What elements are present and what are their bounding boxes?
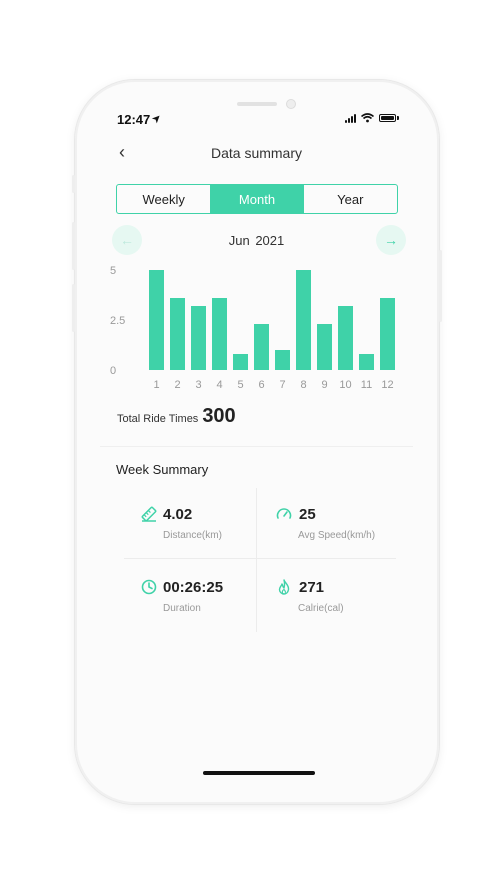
bar[interactable] xyxy=(380,298,395,370)
arrow-right-icon: → xyxy=(384,232,398,248)
distance-value: 4.02 xyxy=(163,506,193,523)
x-tick-label: 3 xyxy=(195,379,201,391)
prev-period-button[interactable]: ← xyxy=(112,225,142,255)
bar[interactable] xyxy=(317,324,332,370)
x-tick-label: 11 xyxy=(361,379,372,391)
tab-weekly[interactable]: Weekly xyxy=(142,191,185,207)
tab-month[interactable]: Month xyxy=(210,185,304,213)
avg-speed-value: 25 xyxy=(299,506,316,523)
clock-icon xyxy=(141,579,157,595)
bar[interactable] xyxy=(296,270,311,370)
signal-icon xyxy=(345,113,356,123)
duration-value: 00:26:25 xyxy=(163,579,224,596)
calorie-label: Calrie(cal) xyxy=(298,603,344,614)
bar[interactable] xyxy=(149,270,164,370)
monthly-bar-chart: 52.501 2 3 4 5 6 7 8 9 10 11 12 xyxy=(110,265,395,391)
bar[interactable] xyxy=(212,298,227,370)
period-label: Jun 2021 xyxy=(228,233,285,248)
divider xyxy=(256,488,257,632)
x-tick-label: 4 xyxy=(216,379,222,391)
y-tick-label: 2.5 xyxy=(110,315,125,327)
ruler-icon xyxy=(141,506,157,522)
period-tabs: Weekly Month Year xyxy=(116,184,398,214)
total-label: Total Ride Times xyxy=(117,413,199,425)
side-button xyxy=(72,175,75,193)
side-button xyxy=(72,284,75,332)
battery-cap xyxy=(397,116,399,120)
total-ride-times: Total Ride Times 300 xyxy=(117,405,236,428)
x-tick-label: 10 xyxy=(339,379,351,391)
status-time: 12:47 xyxy=(117,112,151,127)
speedometer-icon xyxy=(276,508,292,519)
divider xyxy=(124,558,396,559)
y-tick-label: 0 xyxy=(110,365,116,377)
bar[interactable] xyxy=(254,324,269,370)
x-tick-label: 6 xyxy=(258,379,264,391)
distance-label: Distance(km) xyxy=(163,530,222,541)
status-icons xyxy=(345,113,399,123)
side-button xyxy=(72,222,75,270)
tab-year[interactable]: Year xyxy=(337,191,364,207)
y-tick-label: 5 xyxy=(110,265,116,277)
bar[interactable] xyxy=(191,306,206,370)
x-tick-label: 1 xyxy=(153,379,159,391)
x-tick-label: 8 xyxy=(300,379,306,391)
x-tick-label: 9 xyxy=(321,379,327,391)
bar[interactable] xyxy=(170,298,185,370)
bar[interactable] xyxy=(359,354,374,370)
x-tick-label: 7 xyxy=(279,379,285,391)
divider xyxy=(100,446,413,447)
side-button xyxy=(439,250,442,322)
home-indicator[interactable] xyxy=(203,771,315,775)
x-tick-label: 12 xyxy=(381,379,393,391)
avg-speed-label: Avg Speed(km/h) xyxy=(298,530,376,541)
back-icon[interactable]: ‹ xyxy=(119,142,125,162)
calorie-value: 271 xyxy=(299,579,325,596)
wifi-icon xyxy=(361,113,374,123)
bar[interactable] xyxy=(338,306,353,370)
flame-icon xyxy=(278,579,290,595)
x-tick-label: 2 xyxy=(174,379,180,391)
arrow-left-icon: ← xyxy=(120,232,134,248)
duration-label: Duration xyxy=(163,603,201,614)
week-summary-title: Week Summary xyxy=(116,462,209,477)
bar[interactable] xyxy=(233,354,248,370)
total-value: 300 xyxy=(202,405,236,427)
bar[interactable] xyxy=(275,350,290,370)
x-tick-label: 5 xyxy=(237,379,243,391)
camera xyxy=(286,99,296,109)
page-title: Data summary xyxy=(210,145,303,161)
next-period-button[interactable]: → xyxy=(376,225,406,255)
speaker xyxy=(237,102,277,106)
battery-icon xyxy=(379,114,396,122)
